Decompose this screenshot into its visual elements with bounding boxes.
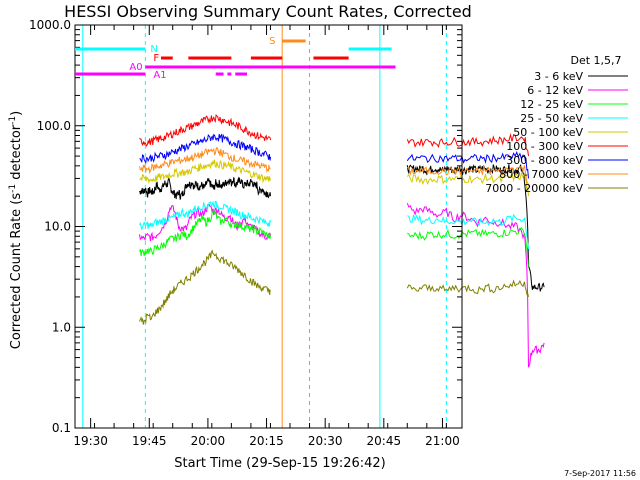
legend-title: Det 1,5,7 — [570, 54, 621, 67]
flag-label-a1: A1 — [153, 70, 166, 81]
y-axis-label: Corrected Count Rate (s-1 detector-1) — [8, 111, 24, 349]
flag-label-s: S — [269, 36, 275, 47]
series-line-2-1 — [407, 227, 529, 267]
series-line-1-0 — [139, 203, 271, 242]
svg-text:Corrected Count Rate (s-1 dete: Corrected Count Rate (s-1 detector-1) — [8, 111, 24, 349]
series-line-5-1 — [406, 133, 529, 157]
y-tick-label-3: 100.0 — [37, 119, 71, 133]
legend-label-5: 100 - 300 keV — [506, 140, 583, 153]
series-line-3-1 — [407, 213, 529, 249]
x-tick-label-3: 20:15 — [249, 434, 284, 448]
series-line-2-0 — [139, 209, 271, 257]
legend-label-2: 12 - 25 keV — [520, 98, 583, 111]
series-line-0-0 — [139, 175, 271, 201]
legend-label-3: 25 - 50 keV — [520, 112, 583, 125]
x-tick-label-0: 19:30 — [73, 434, 108, 448]
series-line-6-0 — [139, 133, 271, 165]
flag-label-f: F — [153, 53, 159, 64]
flag-label-a0: A0 — [129, 62, 142, 73]
series-line-8-0 — [139, 249, 271, 325]
legend-label-4: 50 - 100 keV — [513, 126, 583, 139]
series-line-7-0 — [139, 146, 271, 175]
x-tick-label-2: 20:00 — [191, 434, 226, 448]
series-line-3-0 — [139, 200, 271, 230]
chart-title: HESSI Observing Summary Count Rates, Cor… — [64, 2, 472, 21]
series-line-5-0 — [139, 113, 271, 147]
legend-label-0: 3 - 6 keV — [534, 70, 583, 83]
y-tick-label-1: 1.0 — [52, 320, 71, 334]
legend-label-6: 300 - 800 keV — [506, 154, 583, 167]
x-tick-label-5: 20:45 — [367, 434, 402, 448]
flag-label-n: N — [150, 44, 157, 55]
series-line-7-1 — [407, 165, 529, 187]
legend-label-8: 7000 - 20000 keV — [485, 182, 583, 195]
series-line-1-1 — [406, 203, 545, 368]
series-line-4-0 — [139, 159, 271, 185]
y-tick-label-2: 10.0 — [44, 220, 71, 234]
footer-timestamp: 7-Sep-2017 11:56 — [564, 469, 636, 478]
x-tick-label-1: 19:45 — [132, 434, 167, 448]
x-tick-label-6: 21:00 — [425, 434, 460, 448]
y-tick-label-0: 0.1 — [52, 421, 71, 435]
series-line-4-1 — [406, 171, 529, 197]
legend-label-7: 800 - 7000 keV — [499, 168, 583, 181]
y-tick-label-4: 1000.0 — [29, 18, 71, 32]
series-line-6-1 — [406, 151, 529, 179]
series-line-8-1 — [406, 279, 529, 298]
x-axis-label: Start Time (29-Sep-15 19:26:42) — [174, 456, 385, 471]
legend-label-1: 6 - 12 keV — [527, 84, 583, 97]
x-tick-label-4: 20:30 — [308, 434, 343, 448]
